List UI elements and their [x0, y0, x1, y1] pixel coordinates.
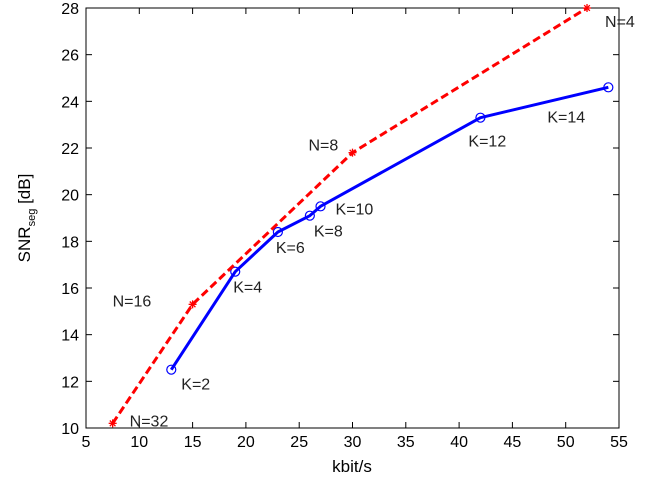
y-axis-title-suffix: [dB] — [15, 174, 34, 209]
x-tick-label: 30 — [344, 434, 362, 451]
y-tick-label: 20 — [61, 188, 79, 205]
x-tick-label: 40 — [450, 434, 468, 451]
point-label: K=8 — [314, 224, 343, 241]
point-label: K=2 — [181, 377, 210, 394]
point-label: N=4 — [605, 14, 635, 31]
point-label: K=14 — [547, 109, 585, 126]
series-layer — [108, 4, 614, 428]
data-point-circle — [315, 201, 326, 212]
point-label: K=10 — [336, 201, 374, 218]
point-label: N=8 — [309, 138, 339, 155]
point-label: N=16 — [113, 293, 152, 310]
y-axis-title: SNRseg [dB] — [15, 174, 38, 263]
data-point-circle — [603, 82, 614, 93]
y-tick-label: 12 — [61, 374, 79, 391]
y-tick-label: 26 — [61, 48, 79, 65]
series-line-0 — [170, 85, 609, 371]
data-point-circle — [272, 226, 283, 238]
x-axis-title: kbit/s — [332, 457, 372, 476]
x-tick-label: 20 — [237, 434, 255, 451]
axis-ticks: 5 10 15 20 25 30 35 40 45 50 551012141618202224262… — [61, 1, 628, 451]
y-tick-label: 16 — [61, 281, 79, 298]
data-point-circle — [475, 112, 486, 123]
y-axis-title-sub: seg — [26, 209, 38, 227]
data-point-circle — [166, 364, 177, 375]
y-tick-label: 14 — [61, 328, 79, 345]
y-tick-label: 24 — [61, 94, 79, 111]
data-point-circle — [230, 266, 241, 277]
point-labels: K=2 K=4 K=6 K=8 K=10 K=12 K=14 N=32 N=16 N=8 N=4 — [113, 14, 635, 430]
data-point-asterisk — [188, 300, 197, 309]
x-tick-label: 35 — [397, 434, 415, 451]
y-tick-label: 18 — [61, 234, 79, 251]
series-line-1 — [111, 6, 588, 425]
point-label: K=6 — [276, 240, 305, 257]
data-point-asterisk — [348, 148, 357, 157]
point-label: K=4 — [233, 280, 262, 297]
x-tick-label: 10 — [130, 434, 148, 451]
x-tick-label: 25 — [290, 434, 308, 451]
point-label: K=12 — [468, 134, 506, 151]
data-point-asterisk — [583, 4, 592, 12]
y-tick-label: 22 — [61, 141, 79, 158]
x-tick-label: 45 — [504, 434, 522, 451]
x-tick-label: 55 — [610, 434, 628, 451]
x-tick-label: 15 — [184, 434, 202, 451]
data-point-circle — [304, 210, 315, 221]
x-tick-label: 5 — [82, 434, 91, 451]
x-tick-label: 50 — [557, 434, 575, 451]
y-axis-title-main: SNR — [15, 226, 34, 262]
y-tick-label: 10 — [61, 421, 79, 438]
data-point-asterisk — [108, 419, 117, 428]
point-label: N=32 — [130, 413, 169, 430]
y-tick-label: 28 — [61, 1, 79, 18]
